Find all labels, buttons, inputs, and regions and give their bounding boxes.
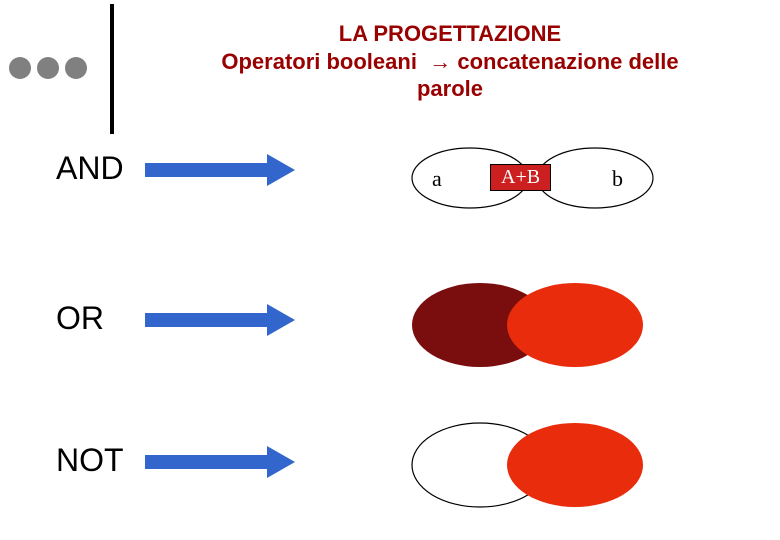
- operator-and-label: AND: [56, 150, 124, 187]
- bullet-dot: [9, 57, 31, 79]
- title-line2-b: concatenazione delle: [457, 49, 678, 74]
- title-arrow: →: [429, 49, 451, 74]
- and-label-a: a: [432, 166, 442, 192]
- arrow-not: [145, 446, 295, 478]
- operator-not-label: NOT: [56, 442, 124, 479]
- not-ellipse-b: [507, 423, 643, 507]
- bullet-dot: [65, 57, 87, 79]
- and-ellipse-b: [537, 148, 653, 208]
- title-line2-a: Operatori booleani: [221, 49, 417, 74]
- arrow-or: [145, 304, 295, 336]
- bullet-dot: [37, 57, 59, 79]
- title-line3: parole: [155, 75, 745, 103]
- or-ellipse-b: [507, 283, 643, 367]
- title-line2: Operatori booleani → concatenazione dell…: [155, 48, 745, 76]
- operator-or-label: OR: [56, 300, 104, 337]
- and-intersection-badge: A+B: [490, 164, 551, 191]
- slide-title: LA PROGETTAZIONE Operatori booleani → co…: [155, 20, 745, 103]
- arrow-and: [145, 154, 295, 186]
- title-line1: LA PROGETTAZIONE: [155, 20, 745, 48]
- and-label-b: b: [612, 166, 623, 192]
